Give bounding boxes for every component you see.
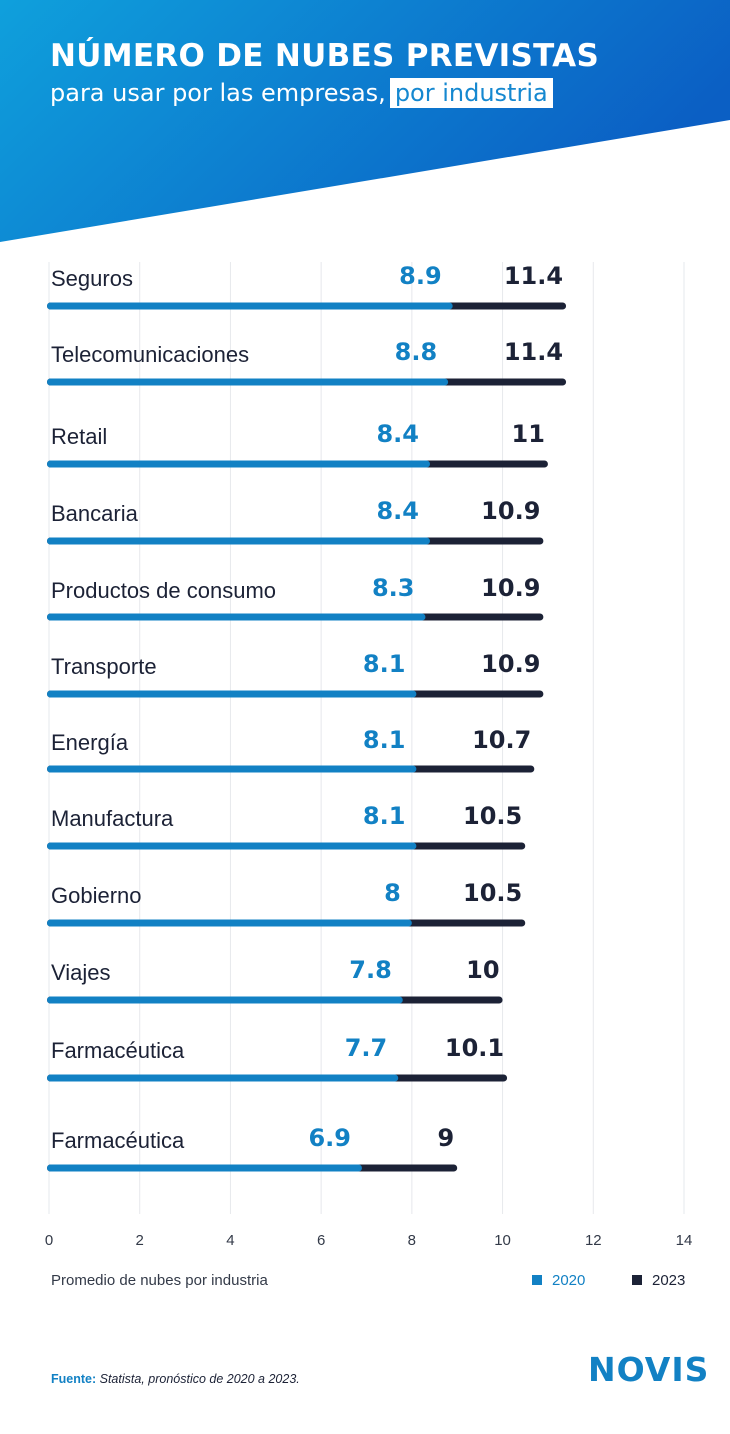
grid-lines <box>48 262 685 1214</box>
bars <box>47 302 567 1172</box>
value-label-2020: 8.8 <box>395 338 438 366</box>
value-label-2020: 8.1 <box>363 726 406 754</box>
category-label: Bancaria <box>51 501 139 526</box>
source-label: Fuente: <box>51 1372 97 1386</box>
value-label-2023: 10.9 <box>481 497 540 525</box>
bar-2020 <box>47 765 417 773</box>
source-note: Fuente: Statista, pronóstico de 2020 a 2… <box>51 1372 300 1386</box>
value-label-2023: 10.5 <box>463 879 522 907</box>
category-label: Farmacéutica <box>51 1128 185 1153</box>
category-label: Transporte <box>51 654 157 679</box>
header-banner <box>0 0 730 242</box>
legend-item-2023: 2023 <box>632 1272 685 1289</box>
legend-item-2020: 2020 <box>532 1272 585 1289</box>
value-label-2020: 8.4 <box>376 420 419 448</box>
x-tick-label: 12 <box>585 1232 602 1249</box>
subtitle-highlight: por industria <box>389 78 553 108</box>
bar-2020 <box>47 690 417 698</box>
value-label-2023: 10.9 <box>481 650 540 678</box>
bar-2020 <box>47 460 430 468</box>
bar-2020 <box>47 1164 362 1172</box>
value-label-2023: 11 <box>512 420 545 448</box>
bar-2020 <box>47 1074 399 1082</box>
category-label: Farmacéutica <box>51 1038 185 1063</box>
value-label-2023: 10 <box>466 956 499 984</box>
x-tick-label: 10 <box>494 1232 511 1249</box>
x-tick-label: 2 <box>136 1232 144 1249</box>
bar-2020 <box>47 613 426 621</box>
category-label: Energía <box>51 730 129 755</box>
novis-logo: NOVIS <box>588 1350 710 1389</box>
value-label-2023: 9 <box>438 1124 455 1152</box>
x-tick-label: 6 <box>317 1232 325 1249</box>
bar-2020 <box>47 842 417 850</box>
x-axis-label: Promedio de nubes por industria <box>51 1272 268 1289</box>
x-tick-label: 14 <box>676 1232 693 1249</box>
value-label-2023: 10.7 <box>472 726 531 754</box>
bar-2020 <box>47 302 453 310</box>
value-label-2020: 8.4 <box>376 497 419 525</box>
value-label-2023: 10.9 <box>481 574 540 602</box>
bar-chart: Seguros 8.9 11.4 Telecomunicaciones 8.8 11.4 R… <box>45 262 693 1249</box>
value-label-2023: 10.5 <box>463 802 522 830</box>
value-label-2020: 8 <box>384 879 401 907</box>
legend-label-2020: 2020 <box>552 1272 586 1289</box>
bar-2020 <box>47 919 412 927</box>
legend-swatch-2020 <box>532 1275 542 1285</box>
value-label-2020: 7.7 <box>345 1034 388 1062</box>
value-label-2020: 6.9 <box>308 1124 351 1152</box>
chart-subtitle: para usar por las empresas, por industria <box>50 78 553 108</box>
labels: Seguros 8.9 11.4 Telecomunicaciones 8.8 11.4 R… <box>51 262 563 1153</box>
category-label: Viajes <box>51 960 111 985</box>
category-label: Retail <box>51 424 107 449</box>
chart-title: NÚMERO DE NUBES PREVISTAS <box>50 38 600 74</box>
x-tick-label: 8 <box>408 1232 416 1249</box>
bar-2020 <box>47 378 449 386</box>
x-tick-label: 0 <box>45 1232 53 1249</box>
legend-label-2023: 2023 <box>652 1272 686 1289</box>
value-label-2023: 10.1 <box>445 1034 504 1062</box>
bar-2020 <box>47 537 430 545</box>
value-label-2020: 8.1 <box>363 650 406 678</box>
value-label-2020: 7.8 <box>349 956 392 984</box>
value-label-2020: 8.9 <box>399 262 442 290</box>
value-label-2023: 11.4 <box>504 262 563 290</box>
x-tick-label: 4 <box>226 1232 234 1249</box>
category-label: Seguros <box>51 266 133 291</box>
source-text: Statista, pronóstico de 2020 a 2023. <box>99 1372 300 1386</box>
value-label-2020: 8.1 <box>363 802 406 830</box>
category-label: Manufactura <box>51 806 174 831</box>
bar-2020 <box>47 996 403 1004</box>
category-label: Telecomunicaciones <box>51 342 249 367</box>
x-axis-ticks: 0 2 4 6 8 10 12 14 <box>45 1232 693 1249</box>
legend-swatch-2023 <box>632 1275 642 1285</box>
value-label-2020: 8.3 <box>372 574 415 602</box>
category-label: Productos de consumo <box>51 578 276 603</box>
category-label: Gobierno <box>51 883 142 908</box>
value-label-2023: 11.4 <box>504 338 563 366</box>
subtitle-main: para usar por las empresas, <box>50 79 386 107</box>
